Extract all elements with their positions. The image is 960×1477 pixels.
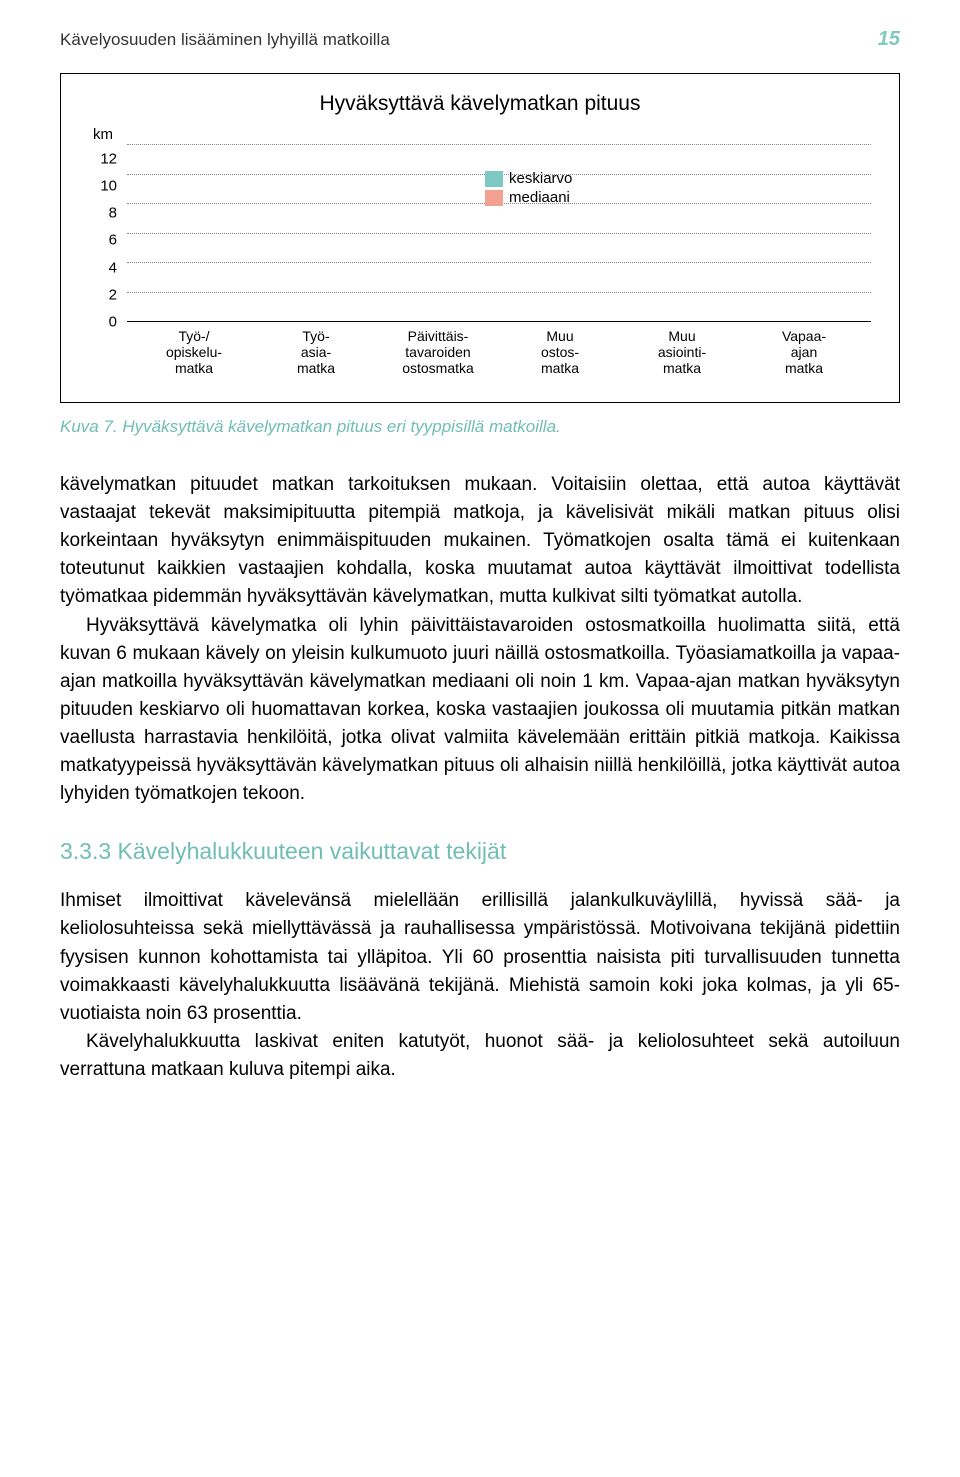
section-heading: 3.3.3 Kävelyhalukkuuteen vaikuttavat tek… [60,838,900,865]
y-tick: 10 [89,179,123,194]
paragraph: Kävelyhalukkuutta laskivat eniten katuty… [60,1028,900,1084]
x-axis-label: Päivittäis-tavaroidenostosmatka [388,328,488,376]
legend-label: mediaani [509,189,570,206]
x-axis-label: Työ-/opiskelu-matka [144,328,244,376]
page-header: Kävelyosuuden lisääminen lyhyillä matkoi… [60,28,900,51]
y-axis: km 024681012 [89,130,127,350]
legend-label: keskiarvo [509,170,572,187]
figure-caption: Kuva 7. Hyväksyttävä kävelymatkan pituus… [60,417,900,437]
x-axis-label: Vapaa-ajanmatka [754,328,854,376]
x-axis-label: Muuostos-matka [510,328,610,376]
y-tick: 4 [89,260,123,275]
legend-swatch [485,190,503,206]
y-tick: 8 [89,206,123,221]
y-tick: 0 [89,314,123,329]
paragraph: kävelymatkan pituudet matkan tarkoitukse… [60,471,900,612]
y-axis-unit: km [93,126,113,143]
legend-swatch [485,171,503,187]
chart-legend: keskiarvo mediaani [485,170,572,208]
paragraph: Ihmiset ilmoittivat kävelevänsä mielellä… [60,887,900,1028]
paragraph: Hyväksyttävä kävelymatka oli lyhin päivi… [60,612,900,809]
y-tick: 6 [89,233,123,248]
page-number: 15 [878,28,900,51]
plot-area: Työ-/opiskelu-matkaTyö-asia-matkaPäivitt… [127,144,871,350]
legend-item: mediaani [485,189,572,206]
running-title: Kävelyosuuden lisääminen lyhyillä matkoi… [60,30,390,50]
y-tick: 12 [89,152,123,167]
x-axis-label: Muuasiointi-matka [632,328,732,376]
legend-item: keskiarvo [485,170,572,187]
x-axis-label: Työ-asia-matka [266,328,366,376]
chart-title: Hyväksyttävä kävelymatkan pituus [89,92,871,116]
chart-container: Hyväksyttävä kävelymatkan pituus km 0 2 4 6… [60,73,900,403]
body-text: kävelymatkan pituudet matkan tarkoitukse… [60,471,900,808]
y-tick: 2 [89,287,123,302]
chart-area: km 024681012 Työ-/opiskelu-matkaTyö-asia… [89,130,871,350]
section-body: Ihmiset ilmoittivat kävelevänsä mielellä… [60,887,900,1084]
